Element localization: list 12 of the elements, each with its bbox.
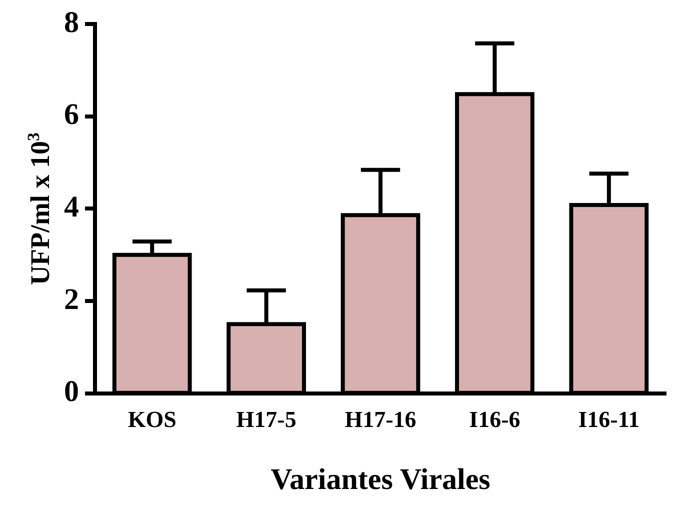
x-tick-label: KOS bbox=[128, 407, 176, 432]
x-tick-label: I16-11 bbox=[578, 407, 640, 432]
y-tick-label: 6 bbox=[64, 98, 79, 132]
y-tick-label: 2 bbox=[64, 282, 79, 316]
x-tick-label: I16-6 bbox=[469, 407, 520, 432]
y-tick-label: 8 bbox=[64, 6, 79, 39]
x-tick-label: H17-5 bbox=[236, 407, 296, 432]
y-axis-title: UFP/ml x 103 bbox=[24, 132, 55, 285]
y-tick-label: 0 bbox=[64, 375, 79, 408]
x-axis-title: Variantes Virales bbox=[270, 462, 490, 496]
x-tick-label: H17-16 bbox=[344, 407, 416, 432]
y-tick-label: 4 bbox=[64, 190, 79, 224]
